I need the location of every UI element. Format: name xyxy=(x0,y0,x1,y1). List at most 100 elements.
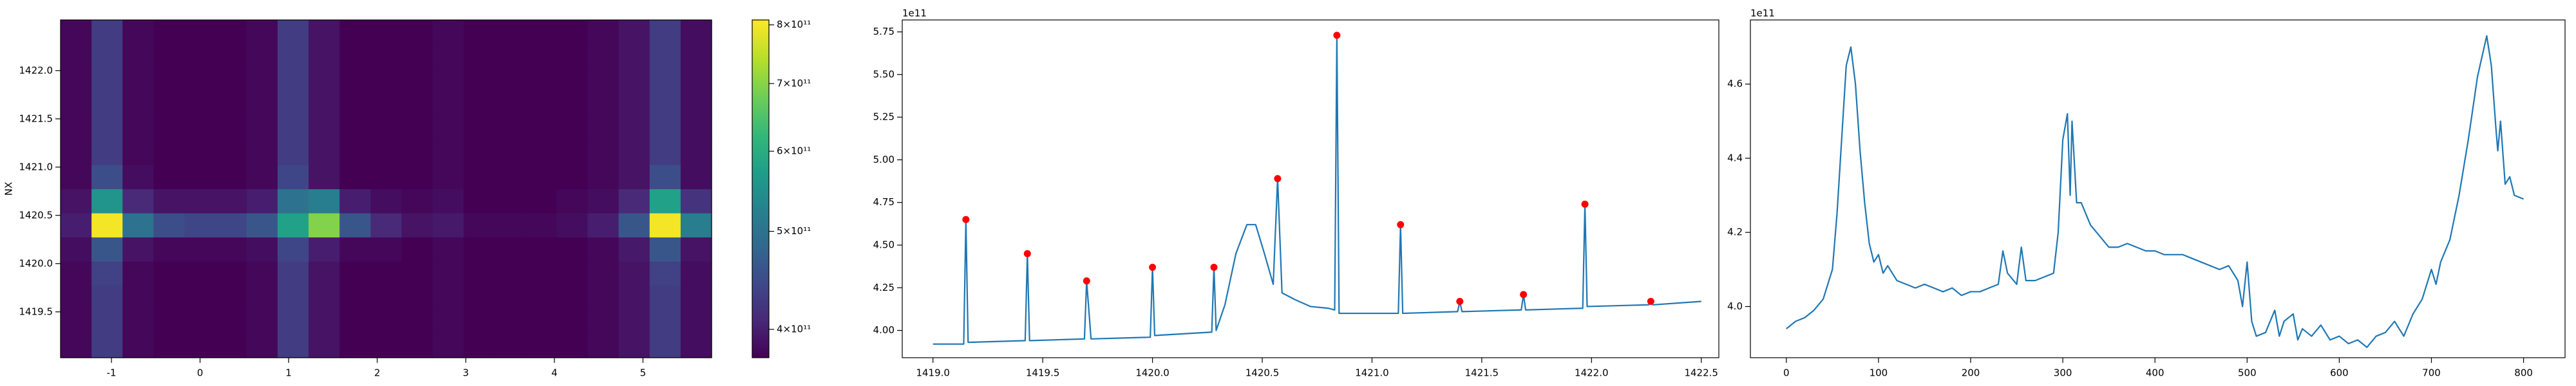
heatmap-cell xyxy=(432,188,464,214)
y-tick-label: 4.50 xyxy=(873,239,895,251)
heatmap-cell xyxy=(556,237,589,262)
heatmap-cell xyxy=(401,309,433,335)
heatmap-cell xyxy=(246,285,278,310)
colorbar xyxy=(752,19,770,358)
axis-offset-label: 1e11 xyxy=(1750,8,1775,19)
x-tick-label: 1422.0 xyxy=(1575,367,1609,379)
heatmap-cell xyxy=(278,68,309,93)
peak-marker xyxy=(962,216,970,223)
heatmap-cell xyxy=(463,309,495,335)
heatmap-cell xyxy=(618,309,650,335)
heatmap-cell xyxy=(91,237,123,262)
heatmap-cell xyxy=(680,213,712,238)
y-tick-label: 1419.5 xyxy=(19,306,53,317)
heatmap-cell xyxy=(401,188,433,214)
y-axis-label: NX xyxy=(3,182,15,196)
heatmap-cell xyxy=(153,261,185,286)
heatmap-cell xyxy=(184,92,216,117)
heatmap-cell xyxy=(649,165,681,190)
heatmap-cell xyxy=(680,20,712,45)
heatmap-cell xyxy=(680,140,712,165)
heatmap-cell xyxy=(339,68,372,93)
heatmap-cell xyxy=(184,44,216,69)
heatmap-cell xyxy=(463,92,495,117)
heatmap-cell xyxy=(153,140,185,165)
x-tick-label: 1421.0 xyxy=(1355,367,1389,379)
heatmap-cell xyxy=(432,92,464,117)
heatmap-cell xyxy=(184,20,216,45)
heatmap-cell xyxy=(215,261,247,286)
heatmap-cell xyxy=(680,188,712,214)
heatmap-cell xyxy=(495,140,526,165)
heatmap-cell xyxy=(308,213,340,238)
heatmap-cell xyxy=(215,68,247,93)
heatmap-cell xyxy=(308,92,340,117)
heatmap-cell xyxy=(278,44,309,69)
heatmap-cell xyxy=(61,44,92,69)
heatmap-cell xyxy=(526,44,557,69)
heatmap-cell xyxy=(618,68,650,93)
heatmap-cell xyxy=(153,188,185,214)
heatmap-cell xyxy=(463,140,495,165)
heatmap-cell xyxy=(339,44,372,69)
heatmap-cell xyxy=(587,20,620,45)
heatmap-cell xyxy=(215,92,247,117)
heatmap-cell xyxy=(649,92,681,117)
heatmap-cell xyxy=(649,44,681,69)
heatmap-cell xyxy=(370,213,402,238)
x-tick-label: 1 xyxy=(285,367,292,379)
heatmap-cell xyxy=(495,116,526,142)
heatmap-cell xyxy=(649,68,681,93)
heatmap-cell xyxy=(649,309,681,335)
heatmap-cell xyxy=(308,140,340,165)
data-line xyxy=(933,34,1701,345)
heatmap-cell xyxy=(401,285,433,310)
heatmap-cell xyxy=(463,333,495,358)
heatmap-cell xyxy=(184,261,216,286)
heatmap-cell xyxy=(61,165,92,190)
heatmap-cell xyxy=(618,237,650,262)
heatmap-cell xyxy=(61,68,92,93)
x-tick-label: 0 xyxy=(197,367,204,379)
heatmap-cell xyxy=(618,116,650,142)
heatmap-cell xyxy=(61,285,92,310)
heatmap-cell xyxy=(339,261,372,286)
x-tick-label: 3 xyxy=(463,367,469,379)
heatmap-cell xyxy=(215,237,247,262)
heatmap-cell xyxy=(401,116,433,142)
heatmap-cell xyxy=(339,213,372,238)
heatmap-cell xyxy=(526,333,557,358)
heatmap-cell xyxy=(246,92,278,117)
heatmap-cell xyxy=(526,261,557,286)
heatmap-cell xyxy=(370,92,402,117)
x-tick-label: 100 xyxy=(1870,367,1888,379)
heatmap-cell xyxy=(495,333,526,358)
heatmap-cell xyxy=(184,237,216,262)
heatmap-cell xyxy=(432,285,464,310)
heatmap-cell xyxy=(91,92,123,117)
y-tick-label: 4.2 xyxy=(1727,226,1743,238)
heatmap-cell xyxy=(91,213,123,238)
heatmap-cell xyxy=(122,213,155,238)
heatmap-cell xyxy=(618,285,650,310)
heatmap-cell xyxy=(556,309,589,335)
heatmap-cell xyxy=(308,333,340,358)
y-tick-label: 4.0 xyxy=(1727,300,1743,312)
heatmap-cell xyxy=(587,285,620,310)
heatmap-cell xyxy=(278,261,309,286)
heatmap-cell xyxy=(91,165,123,190)
y-tick-label: 1420.5 xyxy=(19,209,53,221)
heatmap-cell xyxy=(587,140,620,165)
heatmap-cell xyxy=(278,333,309,358)
x-tick-label: 600 xyxy=(2330,367,2349,379)
heatmap-cell xyxy=(463,285,495,310)
heatmap-cell xyxy=(215,140,247,165)
heatmap-cell xyxy=(680,309,712,335)
heatmap-cell xyxy=(370,165,402,190)
heatmap-cell xyxy=(556,20,589,45)
heatmap-cell xyxy=(122,285,155,310)
heatmap-cell xyxy=(61,116,92,142)
heatmap-cell xyxy=(278,213,309,238)
heatmap-cell xyxy=(587,92,620,117)
x-tick-label: 1419.0 xyxy=(916,367,950,379)
